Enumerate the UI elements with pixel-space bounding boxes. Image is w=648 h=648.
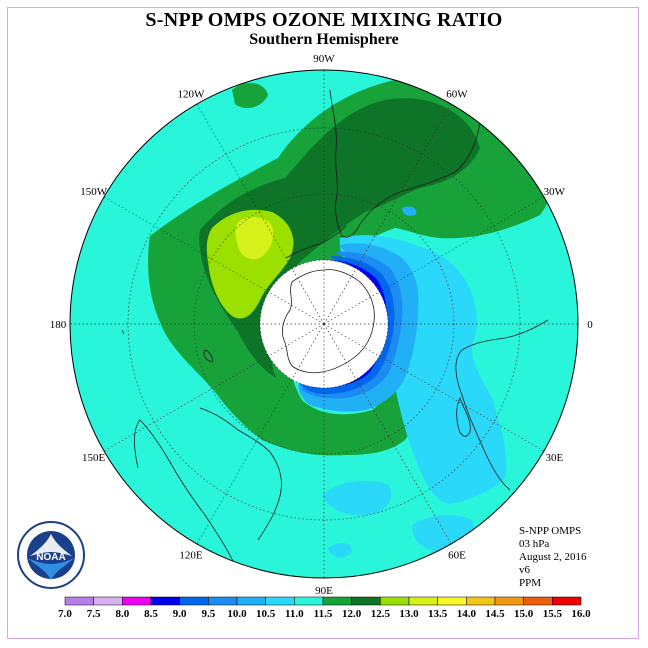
madagascar-coastline xyxy=(456,396,471,437)
longitude-label: 30E xyxy=(545,452,563,464)
field-10.5-11-patch-c xyxy=(328,543,352,558)
info-panel: S-NPP OMPS 03 hPa August 2, 2016 v6 PPM xyxy=(519,525,587,590)
new-zealand-coastline xyxy=(121,329,213,363)
longitude-label: 120W xyxy=(178,89,206,101)
noaa-logo-text: NOAA xyxy=(36,552,65,563)
latitude-circle-50 xyxy=(193,193,455,455)
pressure-label: 03 hPa xyxy=(519,538,550,550)
longitude-label: 120E xyxy=(179,549,203,561)
map-title: S-NPP OMPS OZONE MIXING RATIO xyxy=(145,9,503,31)
longitude-label: 180 xyxy=(50,319,67,331)
africa-coastline xyxy=(455,319,549,491)
instrument-label: S-NPP OMPS xyxy=(519,525,582,537)
longitude-label: 0 xyxy=(587,319,593,331)
field-10-10.5-patch xyxy=(402,206,417,216)
longitude-label: 60E xyxy=(448,549,466,561)
longitude-label: 60W xyxy=(446,89,468,101)
map-boundary xyxy=(69,69,579,579)
longitude-labels: 90W 60W 30W 0 30E 60E 90E 120E 150E 180 150W 120W xyxy=(50,53,594,597)
longitude-label: 150W xyxy=(80,186,108,198)
longitude-label: 150E xyxy=(82,452,106,464)
date-label: August 2, 2016 xyxy=(519,551,587,563)
australia-coastline xyxy=(134,407,282,578)
graticule xyxy=(70,70,578,578)
plot-frame xyxy=(7,7,639,639)
units-label: PPM xyxy=(519,577,542,589)
field-11.5-12-patch xyxy=(232,82,268,109)
longitude-label: 30W xyxy=(544,186,566,198)
field-13-13.5 xyxy=(235,217,274,260)
version-label: v6 xyxy=(519,564,530,576)
coastlines xyxy=(121,89,549,578)
map-subtitle: Southern Hemisphere xyxy=(249,31,399,48)
field-10.5-11-patch-a xyxy=(322,480,392,516)
longitude-label: 90W xyxy=(313,53,335,65)
longitude-label: 90E xyxy=(315,585,333,597)
south-america-coastline xyxy=(329,89,481,238)
noaa-logo: NOAA xyxy=(17,521,85,589)
